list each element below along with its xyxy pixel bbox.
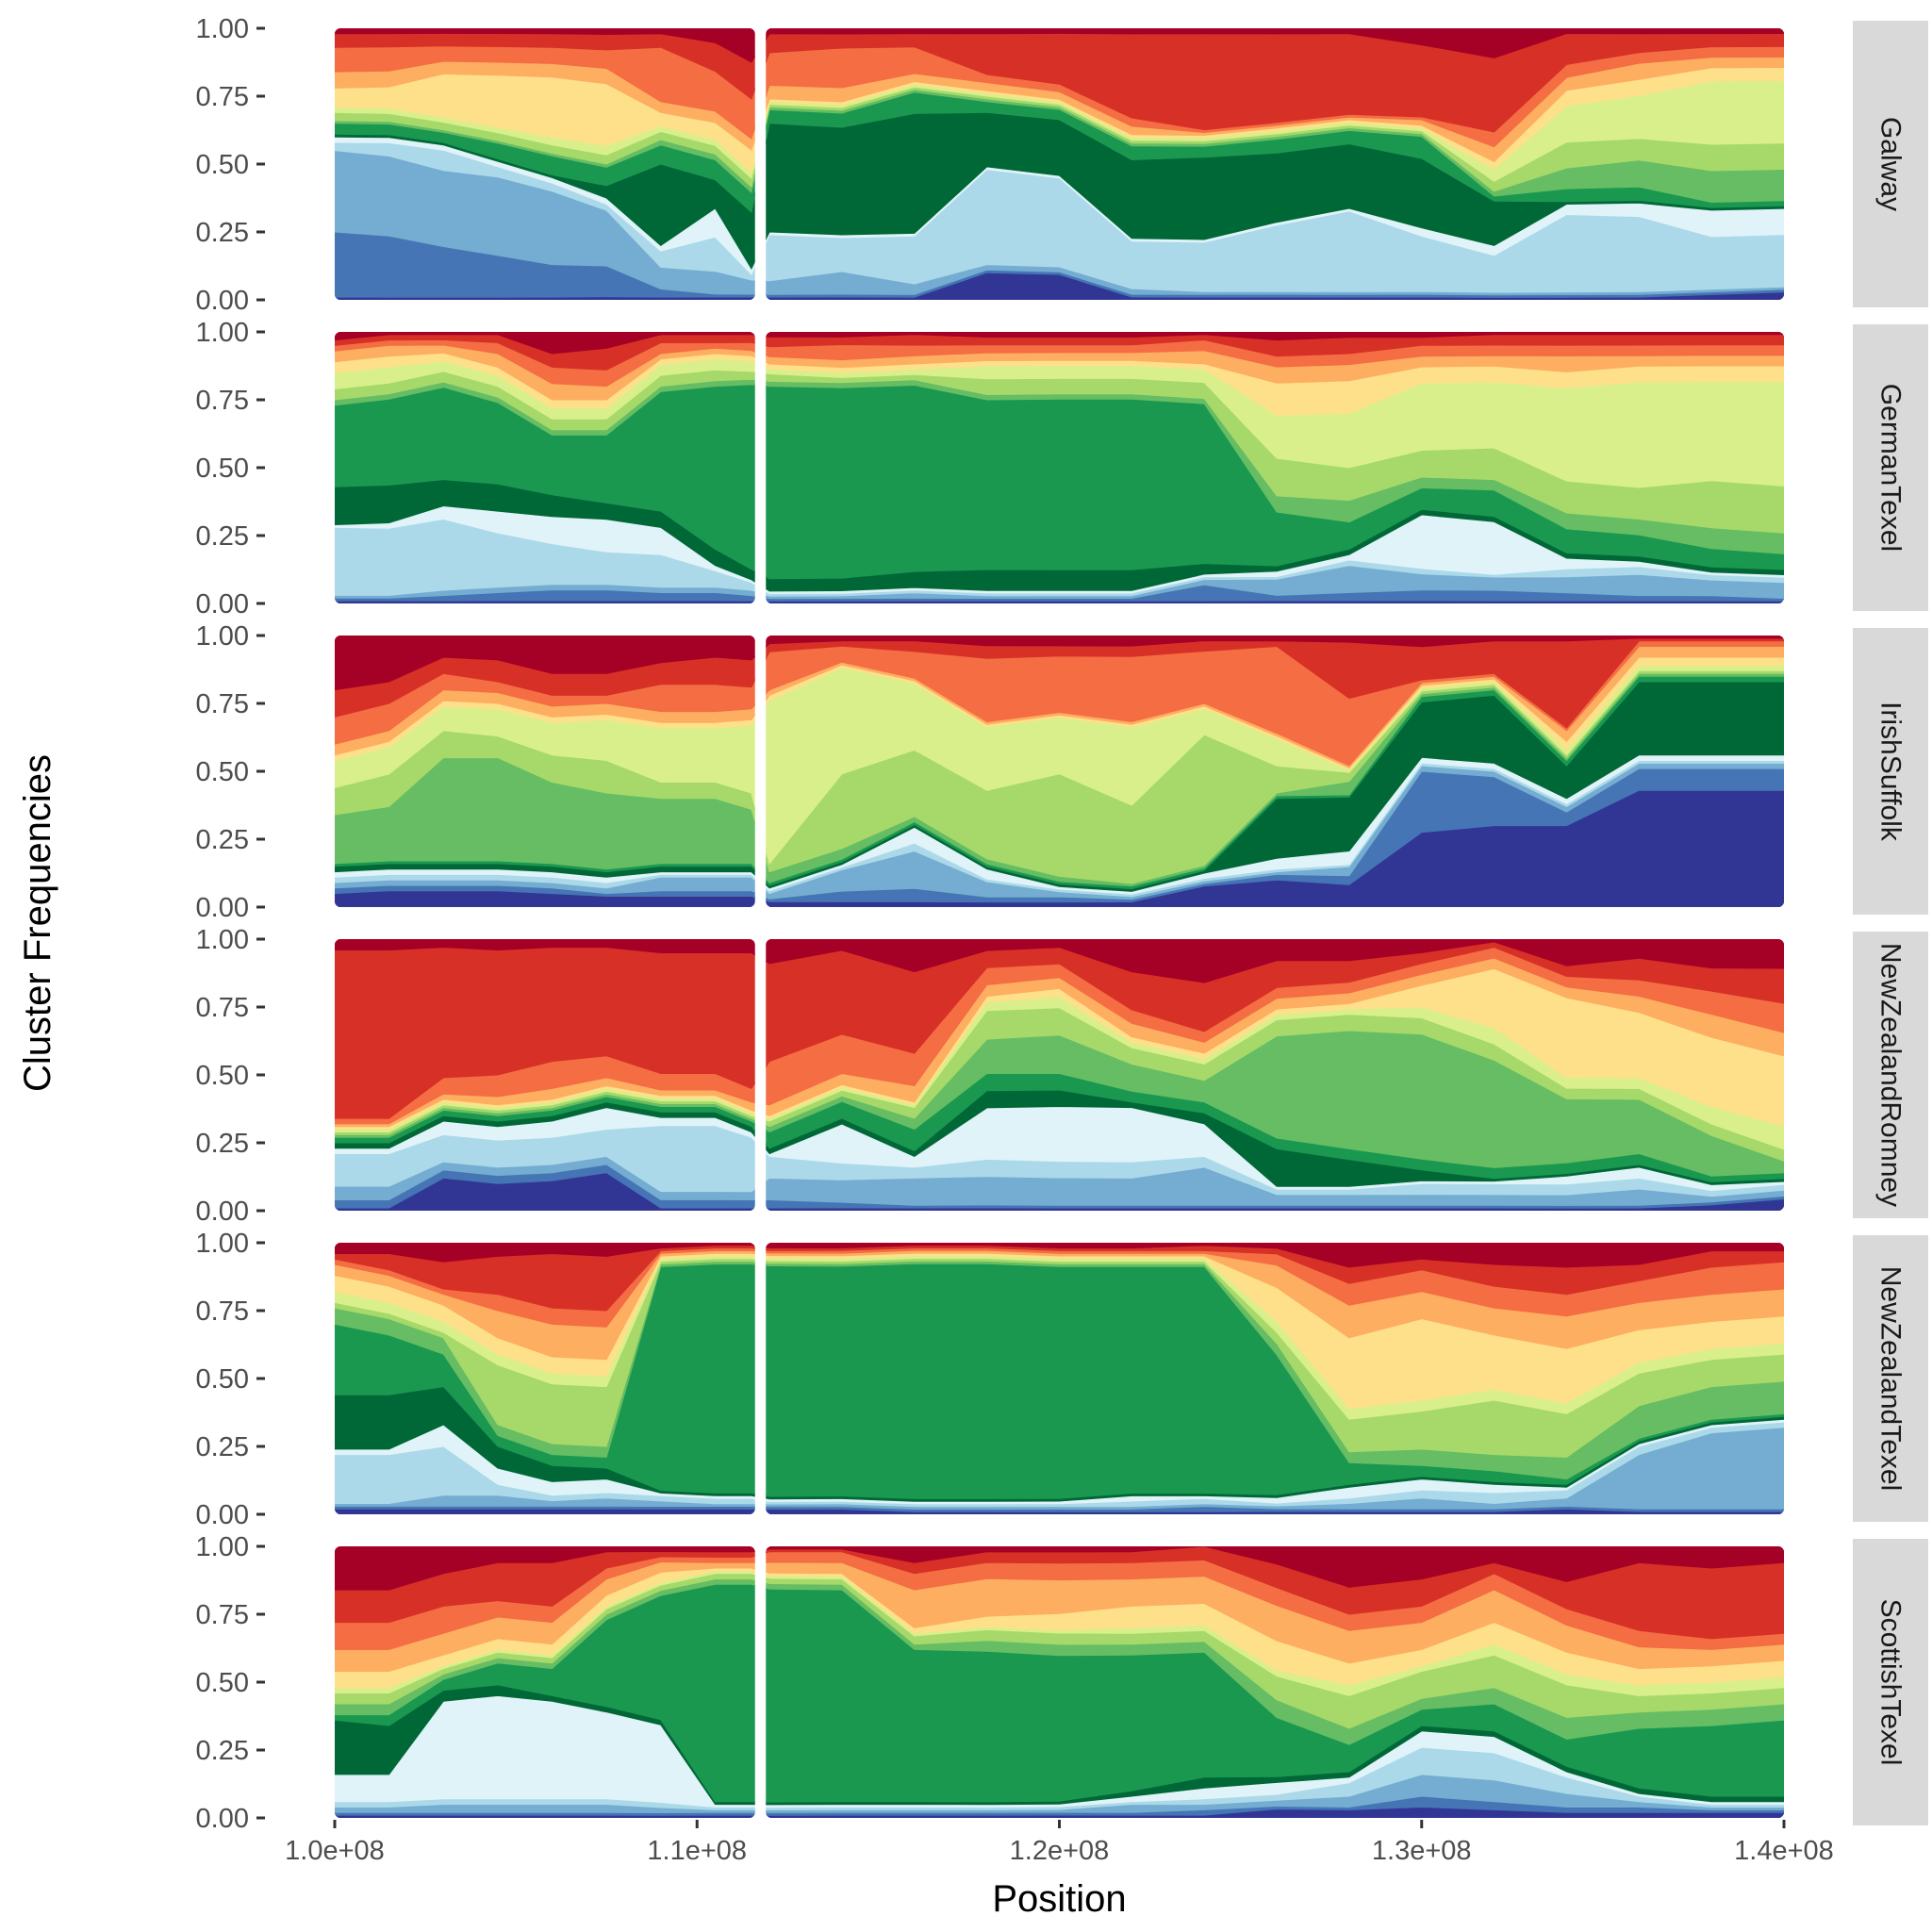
facet-strip-background (1853, 1539, 1928, 1825)
y-axis-title: Cluster Frequencies (17, 754, 58, 1092)
facet-panel: 0.00 0.25 0.50 0.75 1.00 NewZealandTexel (196, 1229, 1928, 1530)
y-axis: 0.00 0.25 0.50 0.75 1.00 (196, 318, 265, 619)
stacked-areas (335, 636, 1785, 907)
y-tick-label: 0.00 (196, 1500, 249, 1530)
facet-panel: 0.00 0.25 0.50 0.75 1.00 NewZealandRomney (196, 925, 1928, 1227)
stacked-areas (335, 939, 1785, 1211)
facet-strip-label: GermanTexel (1875, 384, 1907, 552)
x-tick-label: 1.2e+08 (1010, 1836, 1110, 1866)
y-tick-label: 0.25 (196, 218, 249, 248)
y-tick-label: 1.00 (196, 14, 249, 44)
y-tick-label: 1.00 (196, 318, 249, 348)
y-tick-label: 0.75 (196, 82, 249, 112)
facet-strip: ScottishTexel (1853, 1539, 1928, 1825)
y-tick-label: 0.50 (196, 150, 249, 180)
facet-strip: NewZealandRomney (1853, 932, 1928, 1218)
y-axis: 0.00 0.25 0.50 0.75 1.00 (196, 1229, 265, 1530)
facet-panel: 0.00 0.25 0.50 0.75 1.00 IrishSuffolk (196, 621, 1928, 923)
facet-strip-label: Galway (1875, 117, 1907, 211)
y-tick-label: 0.75 (196, 993, 249, 1023)
facet-strip-label: NewZealandRomney (1875, 943, 1907, 1207)
facet-strip: IrishSuffolk (1853, 628, 1928, 915)
y-tick-label: 0.75 (196, 689, 249, 719)
y-tick-label: 0.50 (196, 757, 249, 787)
y-tick-label: 0.00 (196, 286, 249, 316)
y-tick-label: 1.00 (196, 925, 249, 955)
x-axis: 1.0e+08 1.1e+08 1.2e+08 1.3e+08 1.4e+08 (285, 1820, 1834, 1866)
y-tick-label: 0.75 (196, 1600, 249, 1630)
facet-panel: 0.00 0.25 0.50 0.75 1.00 Galway (196, 14, 1928, 316)
y-tick-label: 0.25 (196, 1432, 249, 1462)
facet-strip-background (1853, 324, 1928, 611)
facet-strip: NewZealandTexel (1853, 1235, 1928, 1522)
stacked-areas (335, 1546, 1785, 1818)
cluster-area-15 (335, 1546, 1785, 1591)
x-axis-title: Position (992, 1878, 1126, 1920)
y-tick-label: 0.00 (196, 893, 249, 923)
facet-panel: 0.00 0.25 0.50 0.75 1.00 ScottishTexel (196, 1532, 1928, 1834)
y-tick-label: 0.75 (196, 386, 249, 416)
y-tick-label: 0.50 (196, 1668, 249, 1698)
x-tick-label: 1.0e+08 (285, 1836, 385, 1866)
facet-strip-background (1853, 21, 1928, 307)
y-tick-label: 1.00 (196, 621, 249, 652)
y-axis: 0.00 0.25 0.50 0.75 1.00 (196, 14, 265, 316)
y-tick-label: 0.00 (196, 1197, 249, 1227)
facet-strip-background (1853, 1235, 1928, 1522)
y-tick-label: 0.00 (196, 589, 249, 619)
cluster-area-15 (335, 1243, 1785, 1268)
facet-panel: 0.00 0.25 0.50 0.75 1.00 GermanTexel (196, 318, 1928, 619)
y-tick-label: 0.25 (196, 1736, 249, 1766)
y-tick-label: 0.50 (196, 1061, 249, 1091)
y-axis: 0.00 0.25 0.50 0.75 1.00 (196, 621, 265, 923)
facet-strip-label: ScottishTexel (1875, 1599, 1907, 1766)
cluster-area-15 (335, 939, 1785, 983)
panels: 0.000.250.500.751.00Galway0.000.250.500.… (196, 14, 1928, 1834)
y-tick-label: 0.25 (196, 521, 249, 552)
y-tick-label: 0.75 (196, 1296, 249, 1327)
y-tick-label: 0.50 (196, 454, 249, 484)
facet-strip: Galway (1853, 21, 1928, 307)
x-tick-label: 1.1e+08 (647, 1836, 747, 1866)
facet-strip-label: NewZealandTexel (1875, 1266, 1907, 1491)
y-tick-label: 0.00 (196, 1804, 249, 1834)
stacked-areas (335, 1243, 1785, 1514)
facet-strip-background (1853, 932, 1928, 1218)
y-tick-label: 1.00 (196, 1229, 249, 1259)
facet-strip-background (1853, 628, 1928, 915)
y-tick-label: 0.25 (196, 1129, 249, 1159)
stacked-areas (335, 332, 1785, 603)
facet-strip-label: IrishSuffolk (1875, 702, 1907, 842)
facet-strip: GermanTexel (1853, 324, 1928, 611)
x-tick-label: 1.4e+08 (1734, 1836, 1834, 1866)
y-axis: 0.00 0.25 0.50 0.75 1.00 (196, 1532, 265, 1834)
y-tick-label: 0.25 (196, 825, 249, 855)
y-tick-label: 0.50 (196, 1364, 249, 1395)
y-axis: 0.00 0.25 0.50 0.75 1.00 (196, 925, 265, 1227)
x-tick-label: 1.3e+08 (1372, 1836, 1472, 1866)
y-tick-label: 1.00 (196, 1532, 249, 1562)
stacked-areas (335, 28, 1785, 300)
